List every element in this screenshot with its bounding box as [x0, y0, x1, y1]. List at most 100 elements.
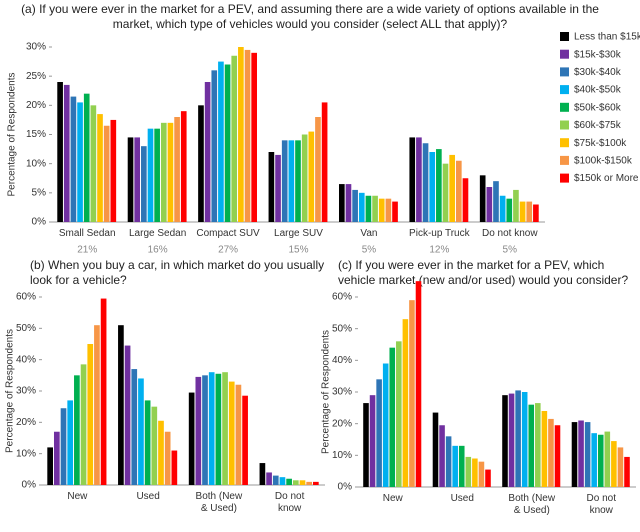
bar [515, 390, 521, 487]
x-tick-label-box: Small Sedan [59, 228, 116, 239]
bar [266, 472, 272, 485]
bar [224, 64, 231, 222]
chart-title: (c) If you were ever in the market for a… [338, 258, 629, 287]
bar [138, 378, 144, 485]
category-note: 27% [218, 245, 238, 256]
bar [306, 481, 313, 485]
bar [90, 105, 97, 222]
x-tick-label-box: New [383, 493, 403, 504]
bar [409, 137, 416, 222]
bar [358, 192, 365, 222]
category-note: 15% [288, 245, 308, 256]
bar [478, 461, 485, 487]
y-axis-label: Percentage of Respondents [5, 329, 16, 453]
x-tick-label-box: New [67, 491, 87, 502]
y-tick-label: 30% [332, 387, 352, 398]
bar [624, 456, 630, 487]
bar [604, 431, 611, 487]
bar [541, 411, 548, 487]
bar [315, 117, 321, 222]
bar [131, 369, 138, 485]
x-tick-label-box: Do not know [586, 493, 616, 516]
bar [432, 412, 439, 487]
y-tick-label: 5% [32, 187, 47, 198]
x-tick-label: Used [450, 493, 474, 504]
bar [338, 184, 345, 222]
bar [392, 201, 398, 222]
bar [295, 140, 301, 222]
legend-label: $100k-$150k [574, 156, 633, 167]
bar [147, 128, 154, 222]
x-tick-label-box: Both (New & Used) [508, 493, 555, 516]
bar [124, 345, 131, 485]
bar [160, 122, 167, 222]
bar [528, 404, 535, 487]
bar [508, 393, 515, 487]
y-tick-label: 50% [332, 323, 352, 334]
y-tick-label: 30% [16, 386, 36, 397]
x-tick-label-box: Compact SUV [196, 228, 259, 239]
bar [222, 372, 228, 485]
bar [299, 480, 306, 485]
legend-label: $30k-$40k [574, 67, 622, 78]
bar [272, 475, 279, 485]
bar [244, 49, 251, 222]
x-tick-label-box: Do not know [481, 228, 538, 239]
bar [521, 392, 528, 487]
bar [502, 395, 508, 487]
x-tick-label-box: Large SUV [274, 228, 323, 239]
bar [376, 379, 382, 487]
y-tick-label: 50% [16, 323, 36, 334]
bar [57, 82, 63, 222]
chart-title: (a) If you were ever in the market for a… [21, 2, 599, 31]
bar [465, 456, 472, 487]
bar [198, 105, 204, 222]
bar [97, 114, 103, 222]
bar [313, 481, 319, 485]
y-tick-label: 40% [16, 354, 36, 365]
bar [535, 403, 541, 487]
category-note: 12% [429, 245, 449, 256]
bar [94, 325, 100, 485]
bar [442, 163, 449, 222]
bar [110, 119, 117, 222]
bar [472, 458, 478, 487]
bar [204, 82, 211, 222]
bar [195, 376, 202, 485]
bar [242, 395, 248, 485]
bar [396, 341, 402, 487]
bar [268, 152, 275, 222]
x-tick-label: Used [136, 491, 160, 502]
y-tick-label: 0% [338, 482, 353, 493]
bar [281, 140, 288, 222]
legend-swatch [560, 102, 569, 112]
bar [83, 93, 90, 223]
bar [548, 418, 554, 487]
bar [571, 422, 578, 487]
legend-label: $60k-$75k [574, 120, 622, 131]
bar [238, 47, 244, 222]
legend-swatch [560, 120, 569, 130]
x-tick-label: Do not know [481, 228, 538, 239]
y-tick-label: 20% [26, 100, 46, 111]
bar [100, 298, 107, 485]
bar [369, 395, 376, 487]
bar [211, 70, 218, 222]
y-tick-label: 10% [26, 158, 46, 169]
legend-swatch [560, 138, 569, 148]
bar [486, 187, 493, 222]
bar [188, 392, 195, 485]
x-tick-label-box: Large Sedan [129, 228, 186, 239]
bar [180, 111, 187, 222]
bar [202, 375, 208, 485]
bar [63, 84, 70, 223]
legend-label: $40k-$50k [574, 85, 622, 96]
bar [591, 433, 597, 487]
y-tick-label: 10% [16, 448, 36, 459]
y-tick-label: 0% [32, 217, 47, 228]
bar [67, 400, 74, 485]
y-tick-label: 10% [332, 450, 352, 461]
bar [485, 469, 491, 487]
x-tick-label: Do not know [586, 493, 616, 516]
